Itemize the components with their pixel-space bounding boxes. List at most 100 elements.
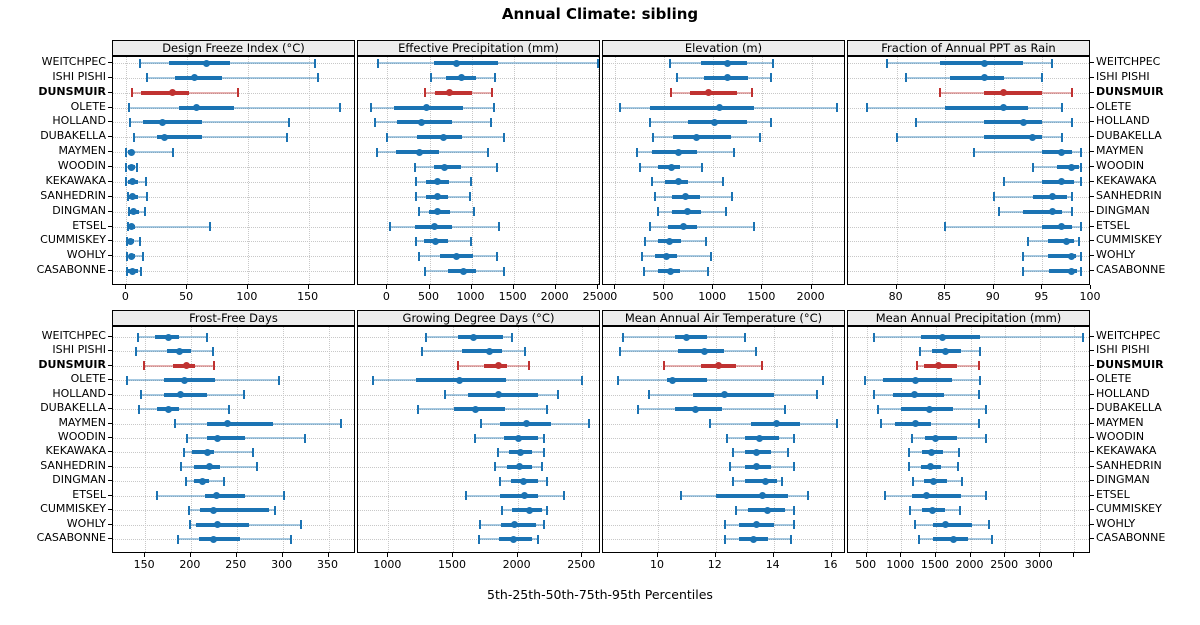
whisker-cap-high (489, 117, 492, 127)
median-dot (469, 333, 477, 341)
y-tick-left (108, 62, 112, 63)
row-gridline (358, 241, 599, 243)
whisker-cap-low (872, 390, 875, 400)
median-dot (203, 59, 211, 67)
row-gridline (358, 77, 599, 79)
median-dot (433, 193, 441, 201)
x-tick-label: 12 (707, 558, 722, 571)
interquartile-bar (700, 61, 747, 65)
whisker-cap-high (469, 177, 472, 187)
whisker-cap-low (914, 520, 917, 530)
panel-plot (602, 56, 845, 285)
median-dot (526, 506, 534, 514)
median-dot (160, 133, 168, 141)
median-dot (190, 74, 198, 82)
y-tick-left (108, 136, 112, 138)
row-gridline (113, 226, 354, 228)
whisker-cap-high (1080, 222, 1083, 231)
interquartile-bar (457, 335, 503, 339)
station-label-left: WEITCHPEC (41, 55, 106, 68)
interquartile-bar (984, 135, 1043, 140)
whisker-line (1032, 166, 1082, 168)
whisker-cap-low (143, 361, 146, 371)
row-gridline (603, 438, 844, 439)
whisker-cap-high (1060, 132, 1063, 142)
whisker-cap-high (510, 332, 513, 342)
whisker-cap-high (978, 346, 981, 356)
median-dot (214, 434, 221, 442)
whisker-cap-high (704, 236, 707, 246)
row-gridline (113, 122, 354, 124)
whisker-cap-low (864, 375, 867, 385)
x-gridline (1074, 327, 1076, 552)
x-gridline (762, 57, 764, 284)
y-tick-right (1090, 437, 1094, 438)
whisker-cap-high (490, 88, 493, 98)
whisker-cap-high (588, 419, 591, 429)
x-gridline (190, 327, 192, 552)
row-gridline (358, 466, 599, 468)
y-tick-right (1090, 379, 1094, 381)
whisker-cap-high (495, 251, 498, 261)
station-label-right: WOODIN (1096, 159, 1145, 172)
whisker-cap-high (487, 147, 490, 157)
y-tick-left (108, 393, 112, 395)
whisker-line (896, 136, 1062, 139)
median-dot (980, 74, 988, 82)
whisker-cap-high (498, 222, 501, 231)
median-dot (758, 492, 766, 500)
station-label-left: KEKAWAKA (45, 444, 106, 458)
station-label-right: OLETE (1096, 99, 1132, 113)
median-dot (164, 333, 172, 341)
median-dot (431, 223, 438, 230)
median-dot (941, 521, 949, 529)
row-gridline (113, 256, 354, 258)
whisker-cap-low (479, 520, 482, 530)
x-tick-label: 300 (271, 558, 293, 571)
y-tick-left (108, 76, 112, 78)
station-label-right: CASABONNE (1096, 263, 1166, 276)
whisker-cap-low (1022, 266, 1024, 276)
x-gridline (328, 327, 330, 552)
x-tick (830, 553, 832, 557)
whisker-cap-low (709, 419, 711, 429)
x-gridline (513, 57, 515, 284)
row-gridline (603, 337, 844, 338)
whisker-cap-low (732, 476, 735, 486)
row-gridline (358, 226, 599, 228)
whisker-cap-high (978, 375, 981, 385)
median-dot (1000, 104, 1007, 112)
whisker-cap-high (761, 361, 764, 371)
y-tick-left (108, 151, 112, 153)
x-tick (1041, 285, 1043, 289)
median-dot (210, 506, 218, 514)
whisker-cap-low (917, 534, 920, 544)
whisker-cap-low (735, 505, 738, 515)
x-gridline (282, 327, 284, 552)
whisker-cap-high (243, 390, 246, 400)
station-label-left: SANHEDRIN (40, 188, 106, 202)
median-dot (203, 448, 211, 456)
x-gridline (429, 57, 431, 284)
whisker-cap-low (477, 534, 480, 544)
x-tick (1038, 553, 1040, 557)
whisker-cap-high (836, 103, 839, 113)
whisker-cap-high (1080, 266, 1083, 276)
row-gridline (848, 137, 1089, 139)
median-dot (1068, 252, 1076, 260)
x-tick-label: 2500 (567, 558, 596, 571)
y-tick-right (1090, 408, 1094, 410)
whisker-cap-low (373, 117, 376, 127)
whisker-cap-high (278, 375, 280, 385)
row-gridline (113, 241, 354, 243)
whisker-cap-low (125, 375, 128, 385)
x-gridline (1042, 57, 1044, 284)
whisker-cap-low (732, 447, 735, 457)
row-gridline (358, 167, 599, 168)
whisker-cap-high (701, 162, 704, 172)
interquartile-bar (933, 522, 972, 527)
row-gridline (113, 92, 354, 94)
whisker-cap-high (303, 433, 306, 443)
whisker-cap-low (376, 147, 379, 157)
whisker-cap-low (371, 375, 374, 385)
